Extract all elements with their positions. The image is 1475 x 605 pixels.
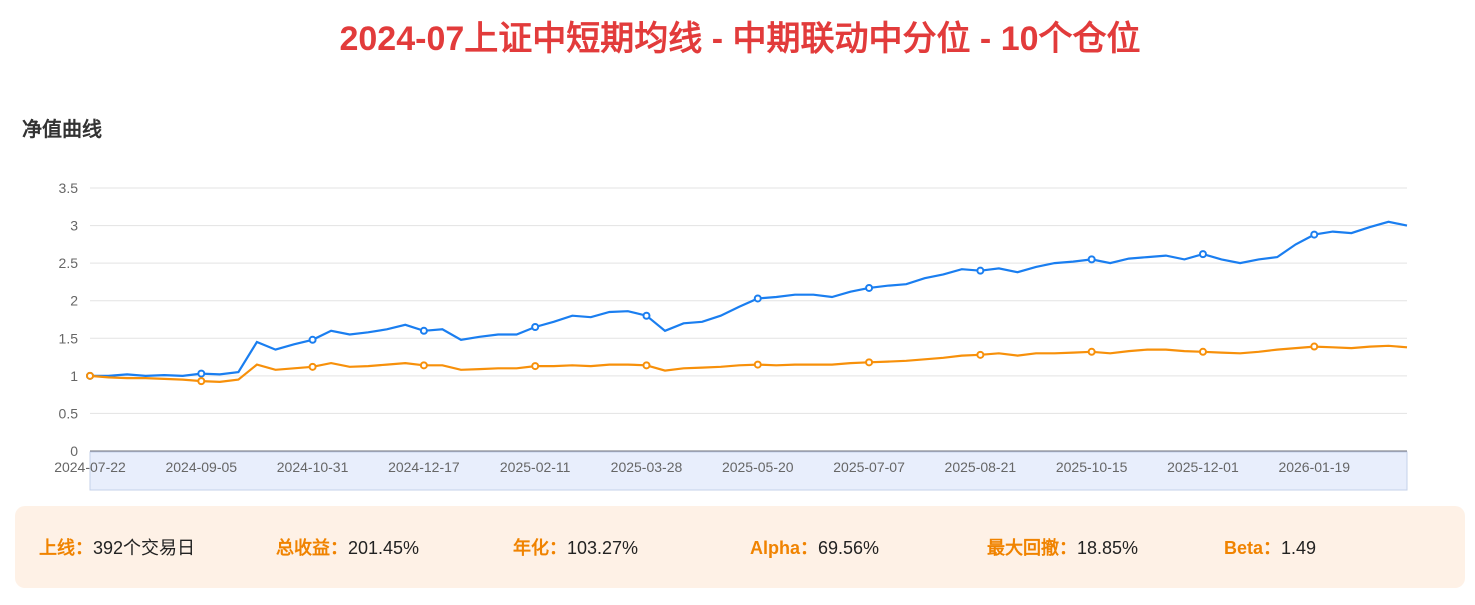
point	[753, 360, 762, 369]
stat: Alpha：69.56%	[726, 534, 963, 560]
point	[197, 377, 206, 386]
point	[1087, 255, 1096, 264]
x-tick-label: 2024-10-31	[277, 459, 349, 475]
point	[642, 311, 651, 320]
x-tick-label: 2025-10-15	[1056, 459, 1128, 475]
point	[976, 266, 985, 275]
x-tick-label: 2025-08-21	[945, 459, 1017, 475]
x-tick-label: 2024-07-22	[54, 459, 126, 475]
point	[1310, 230, 1319, 239]
y-tick-label: 2.5	[59, 255, 79, 271]
x-tick-label: 2025-03-28	[611, 459, 683, 475]
point	[419, 326, 428, 335]
x-tick-label: 2024-09-05	[165, 459, 237, 475]
point	[531, 323, 540, 332]
point	[865, 283, 874, 292]
y-tick-label: 1	[70, 368, 78, 384]
point	[1310, 342, 1319, 351]
stat-value: 69.56%	[818, 538, 880, 558]
point	[86, 371, 94, 380]
stat: Beta：1.49	[1200, 534, 1437, 560]
stat-value: 18.85%	[1077, 538, 1139, 558]
point	[753, 294, 762, 303]
stat: 年化：103.27%	[489, 534, 726, 560]
point	[531, 362, 540, 371]
stat-label: 上线：	[39, 538, 93, 558]
y-tick-label: 3.5	[59, 180, 79, 196]
stat-label: 年化：	[513, 538, 567, 558]
series-line	[89, 344, 1408, 384]
stat-value: 201.45%	[348, 538, 420, 558]
x-tick-label: 2025-05-20	[722, 459, 794, 475]
point	[419, 361, 428, 370]
stat-value: 1.49	[1281, 538, 1317, 558]
point	[308, 362, 317, 371]
stat-value: 392个交易日	[93, 538, 196, 558]
stat: 上线：392个交易日	[15, 534, 252, 560]
x-tick-label: 2024-12-17	[388, 459, 460, 475]
y-tick-label: 0	[70, 443, 78, 459]
y-tick-label: 3	[70, 218, 78, 234]
point	[865, 358, 874, 367]
stat-label: Alpha：	[750, 538, 819, 558]
stat-label: Beta：	[1224, 538, 1282, 558]
stat: 总收益：201.45%	[252, 534, 489, 560]
stat-label: 最大回撤：	[987, 538, 1077, 558]
stat-value: 103.27%	[567, 538, 639, 558]
point	[197, 369, 206, 378]
stats-panel: 上线：392个交易日 总收益：201.45% 年化：103.27% Alpha：69.…	[15, 506, 1465, 588]
y-tick-label: 1.5	[59, 330, 79, 346]
point	[1198, 250, 1207, 259]
x-tick-label: 2026-01-19	[1278, 459, 1350, 475]
point	[1198, 347, 1207, 356]
stat-label: 总收益：	[276, 538, 348, 558]
point	[976, 350, 985, 359]
chart: 2024-07上证中短期均线 - 中期联动中分位 - 10个仓位 净值曲线 0 0…	[22, 20, 1408, 491]
stat: 最大回撤：18.85%	[963, 534, 1200, 560]
y-tick-label: 0.5	[59, 405, 79, 421]
point	[308, 335, 317, 344]
chart-subtitle: 净值曲线	[22, 117, 102, 141]
point	[1087, 347, 1096, 356]
x-tick-label: 2025-07-07	[833, 459, 905, 475]
chart-title: 2024-07上证中短期均线 - 中期联动中分位 - 10个仓位	[339, 20, 1140, 58]
x-tick-label: 2025-12-01	[1167, 459, 1239, 475]
point	[642, 361, 651, 370]
x-tick-label: 2025-02-11	[500, 459, 571, 475]
y-tick-label: 2	[70, 293, 78, 309]
zoom-slider[interactable]	[89, 451, 1408, 491]
